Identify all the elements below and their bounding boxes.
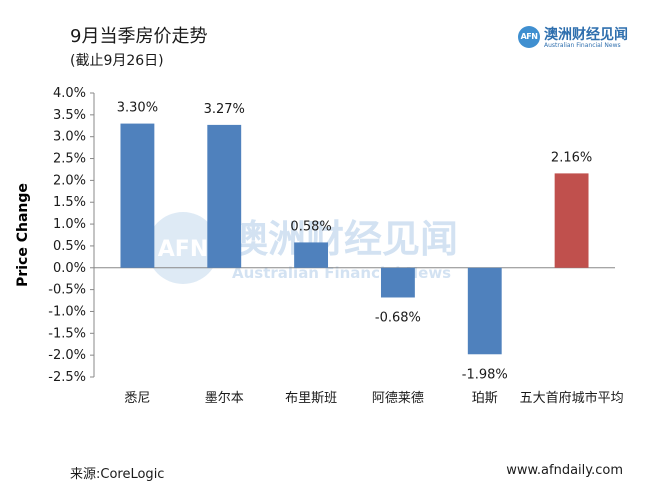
- y-tick-label: 0.0%: [53, 261, 86, 276]
- y-tick-label: 3.5%: [53, 108, 86, 123]
- afn-logo: AFN 澳洲财经见闻 Australian Financial News: [518, 26, 628, 52]
- x-axis-labels: 悉尼 墨尔本 布里斯班 阿德莱德 珀斯 五大首府城市平均: [124, 390, 623, 406]
- y-tick-label: 4.0%: [53, 86, 86, 101]
- data-label: 0.58%: [290, 219, 331, 234]
- y-tick-label: 1.0%: [53, 217, 86, 232]
- category-label: 布里斯班: [285, 391, 337, 406]
- category-label: 珀斯: [472, 391, 498, 406]
- data-label: -0.68%: [375, 310, 421, 325]
- data-label: 2.16%: [551, 150, 592, 165]
- y-tick-label: -0.5%: [48, 283, 86, 298]
- bar: [554, 173, 589, 268]
- data-label: -1.98%: [462, 367, 508, 382]
- source-note: 来源:CoreLogic: [70, 467, 165, 482]
- website-link: www.afndaily.com: [506, 463, 623, 478]
- y-tick-label: 0.5%: [53, 239, 86, 254]
- y-tick-label: -2.0%: [48, 348, 86, 363]
- y-axis-label: Price Change: [15, 183, 31, 287]
- y-tick-label: -1.5%: [48, 326, 86, 341]
- category-label: 五大首府城市平均: [520, 390, 624, 406]
- y-tick-label: -2.5%: [48, 370, 86, 385]
- watermark-badge: AFN: [158, 237, 208, 262]
- afn-logo-icon: AFN: [518, 26, 540, 48]
- watermark-name-en: Australian Financial News: [232, 264, 451, 282]
- y-tick-label: -1.0%: [48, 304, 86, 319]
- watermark-logo-icon: [147, 212, 219, 284]
- logo-name-cn: 澳洲财经见闻: [544, 27, 628, 43]
- bar: [120, 123, 155, 268]
- y-axis: -2.5% -2.0% -1.5% -1.0% -0.5% 0.0% 0.5% 1.0% 1.5…: [48, 86, 615, 385]
- bar: [467, 267, 502, 355]
- data-label: 3.30%: [117, 101, 158, 116]
- bar: [207, 124, 242, 268]
- category-label: 墨尔本: [205, 391, 244, 406]
- bar: [380, 267, 415, 298]
- y-tick-label: 2.5%: [53, 152, 86, 167]
- chart-subtitle: (截止9月26日): [70, 53, 164, 69]
- bar: [294, 242, 329, 268]
- bars: 3.30% 3.27% 0.58% -0.68% -1.98% 2.16%: [117, 101, 592, 383]
- logo-name-en: Australian Financial News: [544, 42, 621, 49]
- watermark-name-cn: 澳洲财经见闻: [230, 217, 458, 261]
- y-tick-label: 3.0%: [53, 130, 86, 145]
- category-label: 悉尼: [124, 391, 150, 406]
- y-tick-label: 2.0%: [53, 173, 86, 188]
- chart-title: 9月当季房价走势: [70, 26, 208, 47]
- category-label: 阿德莱德: [372, 391, 424, 406]
- y-tick-label: 1.5%: [53, 195, 86, 210]
- data-label: 3.27%: [204, 102, 245, 117]
